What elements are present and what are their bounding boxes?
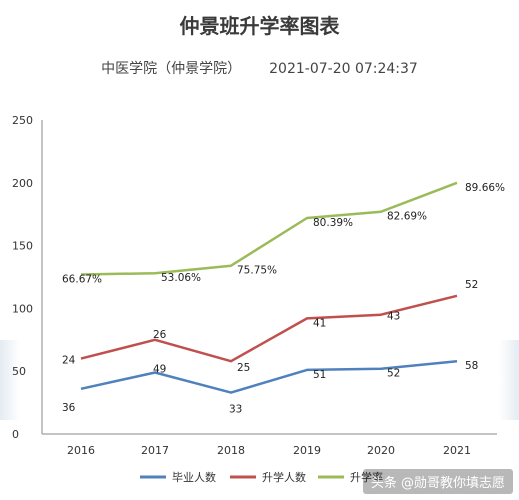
data-label: 75.75% (237, 265, 277, 277)
data-label: 36 (62, 402, 76, 414)
school-name: 中医学院（仲景学院） (101, 61, 242, 77)
x-tick-label: 2016 (67, 444, 95, 457)
data-label: 43 (387, 311, 400, 323)
x-tick-label: 2020 (367, 444, 395, 457)
data-label: 58 (465, 360, 478, 372)
chart-subtitle: 中医学院（仲景学院） 2021-07-20 07:24:37 (0, 58, 519, 78)
y-tick-label: 200 (12, 177, 33, 190)
data-label: 89.66% (465, 182, 505, 194)
x-tick-label: 2018 (217, 444, 245, 457)
y-tick-label: 250 (12, 114, 33, 127)
data-label: 80.39% (313, 217, 353, 229)
data-label: 52 (465, 279, 478, 291)
data-label: 41 (313, 317, 326, 329)
background-fade-right (499, 340, 519, 420)
timestamp: 2021-07-20 07:24:37 (269, 61, 418, 77)
data-label: 26 (153, 329, 167, 341)
y-tick-label: 50 (12, 365, 26, 378)
background-fade-left (0, 340, 20, 420)
data-label: 25 (237, 362, 250, 374)
data-label: 66.67% (62, 273, 102, 285)
y-tick-label: 150 (12, 240, 33, 253)
data-label: 52 (387, 368, 400, 380)
data-label: 33 (229, 404, 242, 416)
x-tick-label: 2017 (141, 444, 169, 457)
watermark: 头条 @勋哥教你填志愿 (362, 469, 513, 494)
legend-label: 升学率 (350, 470, 383, 484)
y-tick-label: 100 (12, 302, 33, 315)
y-tick-label: 0 (12, 428, 19, 441)
chart-title: 仲景班升学率图表 (179, 14, 340, 38)
data-label: 24 (62, 355, 76, 367)
data-label: 53.06% (161, 272, 201, 284)
legend-label: 升学人数 (262, 470, 306, 484)
x-tick-label: 2021 (443, 444, 471, 457)
data-label: 82.69% (387, 211, 427, 223)
data-label: 51 (313, 369, 326, 381)
data-label: 49 (153, 363, 166, 375)
x-tick-label: 2019 (293, 444, 321, 457)
series-line (80, 359, 458, 394)
series-line (80, 181, 458, 276)
legend-label: 毕业人数 (172, 471, 216, 484)
series-line (80, 294, 458, 363)
